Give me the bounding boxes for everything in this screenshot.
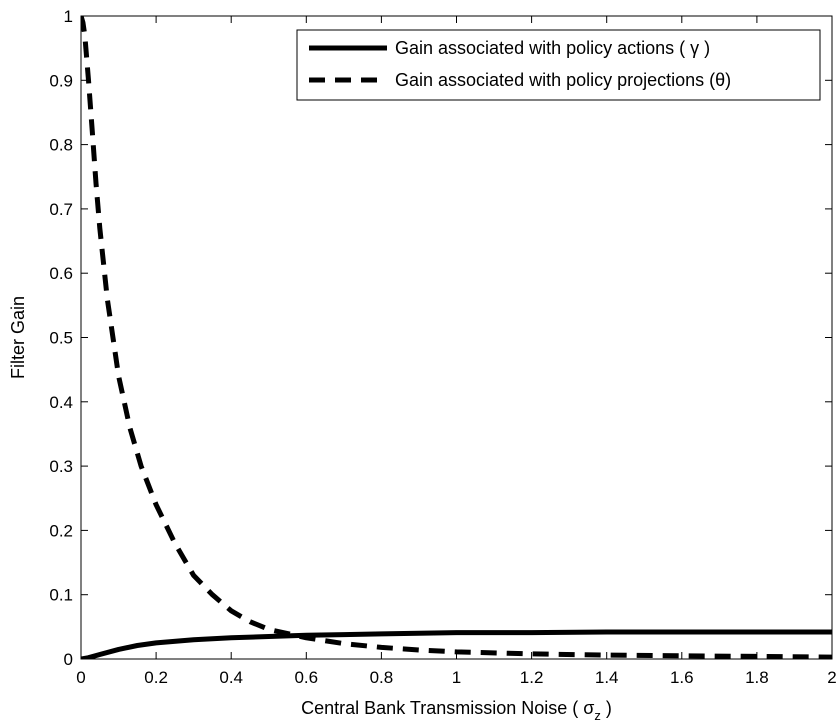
legend-label: Gain associated with policy projections … [395,70,731,90]
x-axis: 0 0.2 0.4 0.6 0.8 1 1.2 1.4 1.6 1.8 2 [76,16,837,687]
y-tick-label: 0.7 [49,200,73,219]
legend-label: Gain associated with policy actions ( γ … [395,38,710,58]
x-tick-label: 0.8 [370,668,394,687]
y-axis-label: Filter Gain [8,296,28,379]
x-tick-label: 0.4 [219,668,243,687]
x-tick-label: 1.4 [595,668,619,687]
y-tick-label: 0.3 [49,457,73,476]
y-tick-label: 0.4 [49,393,73,412]
y-tick-label: 1 [64,7,73,26]
series-line-1 [81,16,832,659]
y-tick-label: 0.9 [49,71,73,90]
y-tick-label: 0.1 [49,586,73,605]
x-tick-label: 0.6 [294,668,318,687]
y-tick-label: 0.8 [49,136,73,155]
y-tick-label: 0.6 [49,264,73,283]
legend: Gain associated with policy actions ( γ … [296,29,821,101]
series-layer [81,16,832,659]
x-axis-label: Central Bank Transmission Noise ( σz ) [301,698,612,723]
y-tick-label: 0.2 [49,521,73,540]
legend-box [296,29,821,101]
plot-frame [80,15,833,660]
x-tick-label: 0 [76,668,85,687]
y-tick-label: 0 [64,650,73,669]
x-tick-label: 1.2 [520,668,544,687]
x-tick-label: 0.2 [144,668,168,687]
x-tick-label: 2 [827,668,836,687]
y-axis: 0 0.1 0.2 0.3 0.4 0.5 0.6 0.7 0.8 0.9 1 [49,7,832,669]
x-tick-label: 1 [452,668,461,687]
x-tick-label: 1.6 [670,668,694,687]
x-tick-label: 1.8 [745,668,769,687]
series-line-0 [81,629,832,659]
plot-area [80,15,833,660]
y-tick-label: 0.5 [49,329,73,348]
